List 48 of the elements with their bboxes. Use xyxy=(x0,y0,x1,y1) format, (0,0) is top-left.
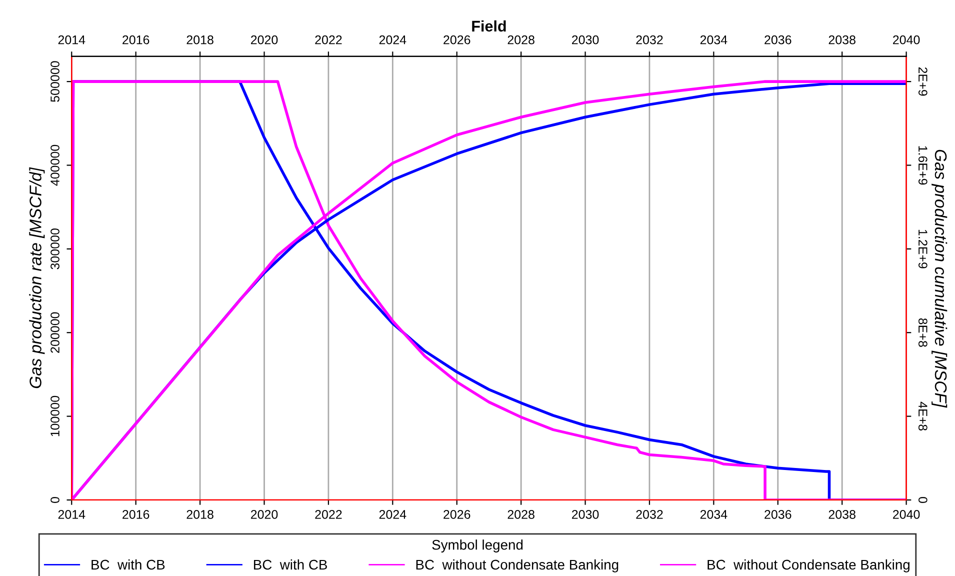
x-tick-label: 2026 xyxy=(444,510,470,519)
y-axis-title: Gas production rate [MSCF/d] xyxy=(29,167,45,388)
x2-tick-label: 2024 xyxy=(379,35,406,44)
y2-tick-label: 0 xyxy=(918,496,928,503)
x-tick-label: 2032 xyxy=(636,510,663,519)
y-tick-label: 300000 xyxy=(50,228,60,270)
x-tick-label: 2038 xyxy=(828,510,856,519)
x2-tick-label: 2028 xyxy=(508,35,534,44)
x-tick-label: 2022 xyxy=(315,510,342,519)
x2-tick-label: 2030 xyxy=(572,35,599,44)
chart-title: Field xyxy=(472,20,506,32)
x2-tick-label: 2032 xyxy=(636,35,663,44)
x-tick-label: 2034 xyxy=(700,510,728,519)
y2-tick-label: 2E+9 xyxy=(918,67,928,96)
x2-tick-label: 2014 xyxy=(58,35,86,44)
x2-tick-label: 2026 xyxy=(444,35,470,44)
x2-tick-label: 2018 xyxy=(186,35,214,44)
x-tick-label: 2028 xyxy=(508,510,534,519)
y-tick-label: 0 xyxy=(50,496,60,503)
x-tick-label: 2018 xyxy=(186,510,214,519)
y2-tick-label: 4E+8 xyxy=(918,402,928,431)
x2-tick-label: 2022 xyxy=(315,35,342,44)
y-tick-label: 100000 xyxy=(50,396,60,436)
x-tick-label: 2040 xyxy=(893,510,920,519)
y2-tick-label: 1.2E+9 xyxy=(918,230,928,268)
x2-tick-label: 2016 xyxy=(122,35,150,44)
x-tick-label: 2024 xyxy=(379,510,406,519)
x-tick-label: 2036 xyxy=(764,510,792,519)
legend-title: Symbol legend xyxy=(432,540,523,552)
legend-label: BC with CB xyxy=(92,559,165,570)
y2-tick-label: 1.6E+9 xyxy=(918,146,928,185)
x-tick-label: 2020 xyxy=(250,510,278,519)
y-tick-label: 500000 xyxy=(50,61,60,102)
legend-label: BC without Condensate Banking xyxy=(416,559,618,572)
legend-label: BC with CB xyxy=(254,559,327,570)
x2-tick-label: 2034 xyxy=(700,35,728,44)
y2-axis-title: Gas production cumulative [MSCF] xyxy=(932,150,948,408)
x2-tick-label: 2038 xyxy=(828,35,856,44)
y2-tick-label: 8E+8 xyxy=(918,318,928,347)
x2-tick-label: 2040 xyxy=(893,35,920,44)
x-tick-label: 2016 xyxy=(122,510,150,519)
x2-tick-label: 2020 xyxy=(250,35,278,44)
legend-label: BC without Condensate Banking xyxy=(708,559,910,572)
y-tick-label: 200000 xyxy=(50,312,60,353)
y-tick-label: 400000 xyxy=(50,144,60,186)
x2-tick-label: 2036 xyxy=(764,35,792,44)
x-tick-label: 2030 xyxy=(572,510,599,519)
x-tick-label: 2014 xyxy=(58,510,86,519)
